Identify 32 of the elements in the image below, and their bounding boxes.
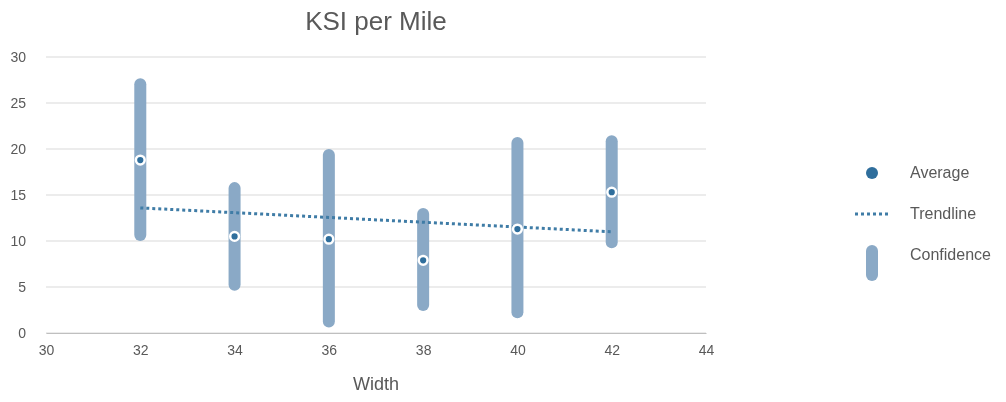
x-tick-label: 42 [604,341,621,358]
point [511,223,524,235]
point [417,254,429,266]
bar [605,135,618,249]
x-tick-label: 44 [698,341,715,358]
x-tick-label: 34 [227,341,244,358]
legend-label: Average [910,164,970,181]
point [228,230,241,243]
point [134,154,146,166]
y-tick-label: 20 [10,140,27,157]
x-tick-label: 36 [321,341,338,358]
x-tick-label: 30 [38,341,55,358]
bar [511,137,524,319]
y-tick-label: 25 [10,94,27,111]
y-tick-label: 10 [10,232,27,249]
y-tick-label: 30 [10,48,27,65]
legend-label: Trendline [910,205,977,222]
y-tick-label: 0 [18,324,27,341]
x-tick-label: 40 [510,341,526,358]
bar [134,78,147,241]
y-tick-label: 15 [10,186,27,203]
bar [417,207,430,311]
x-tick-label: 38 [415,341,432,358]
x-axis-title: Width [352,374,400,394]
legend-label: Confidence [910,246,992,263]
point [323,233,335,245]
y-tick-label: 5 [18,278,27,295]
x-tick-label: 32 [133,341,149,358]
bar [228,182,241,291]
bar [322,149,335,328]
point [606,186,618,198]
chart-title: KSI per Mile [305,6,447,36]
